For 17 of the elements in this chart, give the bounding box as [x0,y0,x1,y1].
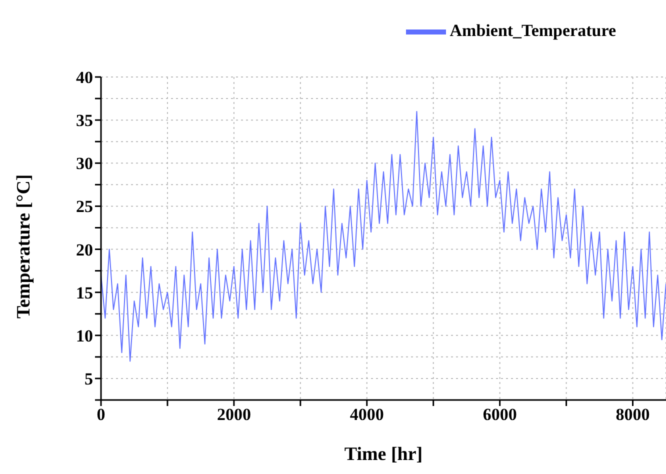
legend-label: Ambient_Temperature [450,20,616,40]
x-tick-label: 8000 [616,405,650,424]
y-tick-label: 10 [76,326,93,346]
y-tick-label: 5 [84,370,93,388]
y-tick-label: 35 [76,111,93,130]
y-tick-label: 15 [76,283,93,302]
x-tick-label: 2000 [216,405,251,424]
x-tick-label: 4000 [350,405,384,424]
y-tick-label: 25 [76,197,93,216]
x-axis-title: Time [hr] [344,444,423,465]
y-tick-label: 30 [76,154,93,174]
y-axis-title: Temperature [°C] [14,174,35,318]
x-tick-label: 0 [96,405,106,424]
y-tick-label: 40 [76,68,93,88]
line-series [101,110,666,362]
x-tick-label: 6000 [482,405,517,424]
y-tick-label: 20 [76,240,93,260]
